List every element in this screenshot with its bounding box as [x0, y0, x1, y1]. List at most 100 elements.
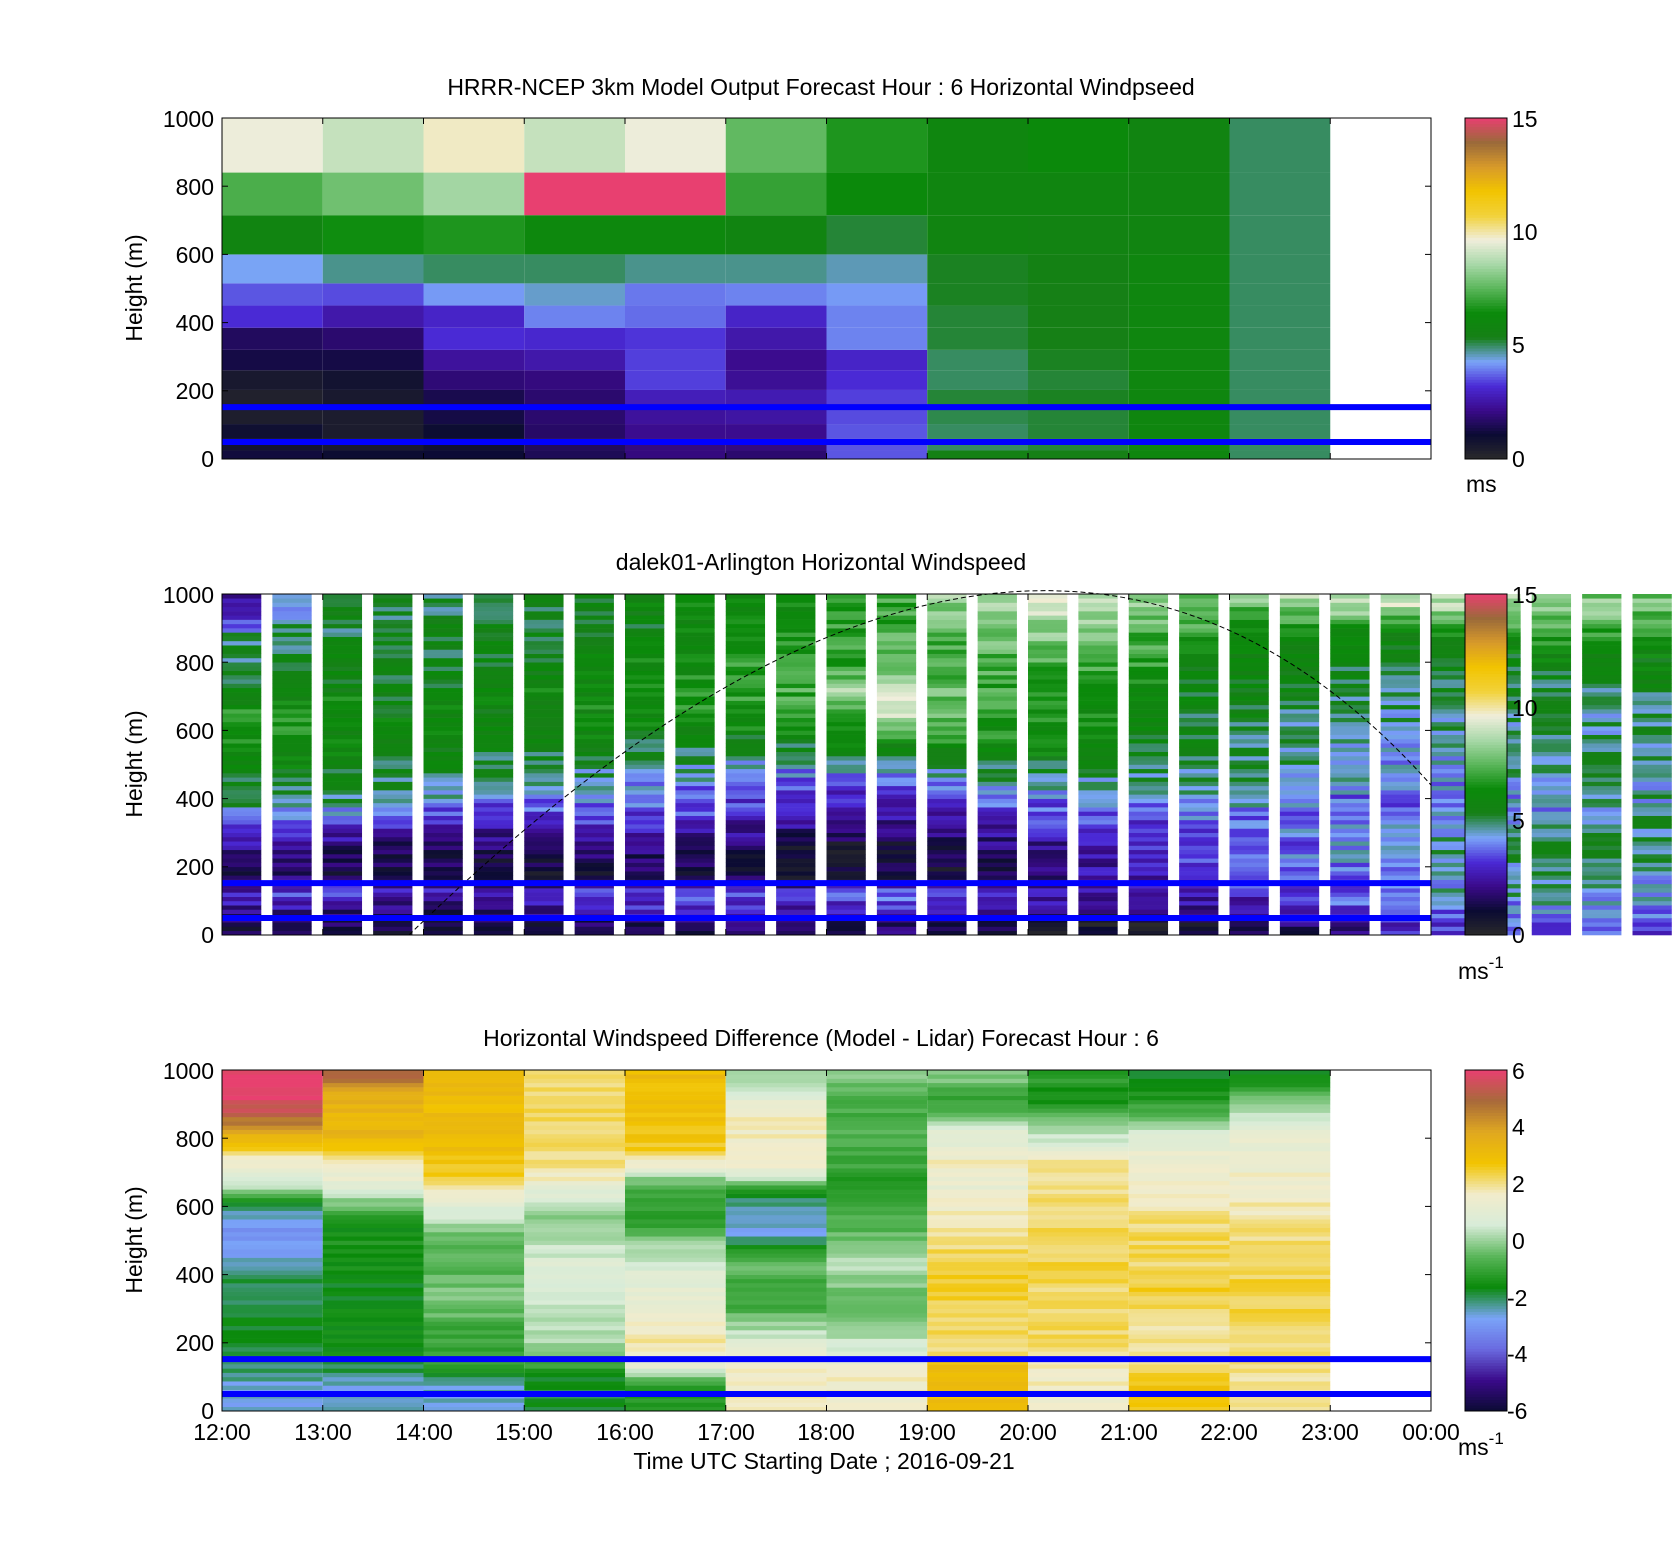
heatmap-cell — [1128, 1278, 1230, 1284]
heatmap-cell — [524, 1219, 625, 1224]
colorbar-swatch — [1465, 262, 1507, 267]
heatmap-cell — [725, 598, 766, 603]
heatmap-cell — [927, 1202, 1028, 1207]
heatmap-cell — [1431, 790, 1471, 795]
colorbar-swatch — [1465, 1129, 1507, 1133]
heatmap-cell — [423, 747, 463, 753]
heatmap-cell — [1330, 777, 1370, 782]
heatmap-cell — [1380, 854, 1420, 859]
heatmap-cell — [1229, 815, 1269, 821]
heatmap-cell — [725, 922, 766, 927]
heatmap-cell — [927, 283, 1028, 306]
heatmap-cell — [927, 662, 967, 667]
heatmap-cell — [222, 751, 262, 757]
heatmap-cell — [423, 1321, 525, 1327]
colorbar-swatch — [1465, 670, 1507, 674]
heatmap-cell — [1632, 819, 1672, 825]
heatmap-cell — [222, 1112, 323, 1118]
heatmap-cell — [1229, 802, 1269, 808]
heatmap-cell — [423, 674, 463, 680]
heatmap-cell — [222, 1321, 323, 1327]
heatmap-cell — [322, 349, 424, 371]
heatmap-cell — [373, 606, 413, 612]
heatmap-cell — [1582, 747, 1622, 753]
heatmap-cell — [222, 611, 262, 616]
heatmap-cell — [1380, 845, 1420, 851]
heatmap-cell — [1279, 802, 1320, 808]
heatmap-cell — [1380, 628, 1420, 633]
heatmap-cell — [423, 1287, 525, 1292]
heatmap-cell — [625, 875, 665, 880]
heatmap-cell — [1632, 909, 1672, 914]
heatmap-cell — [322, 1116, 424, 1122]
heatmap-cell — [272, 755, 312, 761]
heatmap-cell — [1128, 751, 1169, 757]
heatmap-cell — [826, 1087, 928, 1092]
heatmap-cell — [524, 1385, 625, 1390]
heatmap-cell — [927, 674, 967, 680]
heatmap-cell — [1582, 602, 1622, 608]
heatmap-cell — [776, 875, 816, 880]
y-axis-label: Height (m) — [121, 234, 147, 341]
heatmap-cell — [1128, 854, 1169, 859]
heatmap-cell — [524, 424, 625, 439]
heatmap-cell — [1330, 871, 1370, 876]
heatmap-cell — [1431, 653, 1471, 659]
heatmap-cell — [423, 1240, 525, 1246]
heatmap-cell — [1582, 785, 1622, 791]
heatmap-cell — [322, 1146, 424, 1152]
heatmap-cell — [625, 1287, 726, 1292]
heatmap-cell — [1531, 896, 1572, 902]
heatmap-cell — [1431, 619, 1471, 625]
heatmap-cell — [574, 900, 614, 906]
heatmap-cell — [1330, 726, 1370, 731]
heatmap-cell — [977, 594, 1017, 599]
heatmap-cell — [1229, 594, 1269, 599]
heatmap-cell — [776, 777, 816, 782]
heatmap-cell — [473, 858, 514, 863]
heatmap-cell — [927, 841, 967, 846]
heatmap-cell — [927, 349, 1028, 371]
heatmap-cell — [373, 811, 413, 816]
heatmap-cell — [927, 726, 967, 731]
heatmap-cell — [423, 854, 463, 859]
heatmap-cell — [675, 790, 715, 795]
heatmap-cell — [1632, 747, 1672, 753]
colorbar-swatch — [1465, 183, 1507, 187]
heatmap-cell — [322, 450, 424, 459]
heatmap-cell — [524, 1133, 625, 1139]
heatmap-cell — [1229, 730, 1269, 735]
heatmap-cell — [725, 1300, 827, 1305]
heatmap-cell — [1531, 905, 1572, 910]
heatmap-cell — [826, 845, 866, 851]
heatmap-cell — [272, 700, 312, 706]
heatmap-cell — [524, 602, 564, 608]
heatmap-cell — [977, 700, 1017, 706]
heatmap-cell — [1582, 683, 1622, 689]
colorbar-tick-label: 5 — [1512, 332, 1525, 358]
heatmap-cell — [272, 636, 312, 642]
heatmap-cell — [322, 1312, 424, 1318]
heatmap-cell — [423, 900, 463, 906]
heatmap-cell — [423, 790, 463, 795]
colorbar-tick-label: 4 — [1512, 1114, 1525, 1140]
heatmap-cell — [222, 215, 323, 255]
heatmap-cell — [1128, 798, 1169, 804]
heatmap-cell — [423, 773, 463, 778]
heatmap-cell — [1078, 619, 1118, 625]
heatmap-cell — [373, 709, 413, 714]
heatmap-cell — [927, 819, 967, 825]
heatmap-cell — [1028, 1266, 1129, 1271]
colorbar-swatch — [1465, 1382, 1507, 1386]
heatmap-cell — [725, 1398, 827, 1403]
heatmap-cell — [272, 866, 312, 872]
heatmap-cell — [272, 602, 312, 608]
heatmap-cell — [524, 734, 564, 740]
heatmap-cell — [373, 900, 413, 906]
heatmap-cell — [322, 1112, 424, 1118]
heatmap-cell — [1229, 632, 1269, 637]
heatmap-cell — [725, 696, 766, 701]
heatmap-cell — [524, 888, 564, 893]
heatmap-cell — [826, 1155, 928, 1160]
heatmap-cell — [322, 1159, 424, 1165]
